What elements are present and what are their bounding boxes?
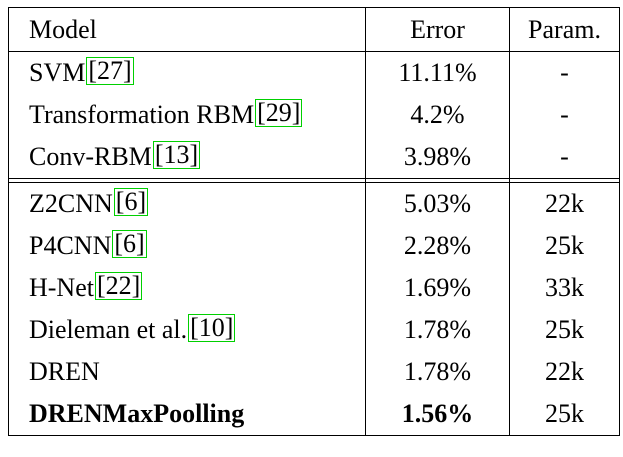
model-name-cell: H-Net [22] bbox=[8, 267, 366, 309]
table-row: H-Net [22] 1.69% 33k bbox=[8, 267, 620, 309]
citation-number: 29 bbox=[265, 98, 292, 127]
citation-link[interactable]: [22] bbox=[94, 271, 143, 300]
citation-number: 10 bbox=[198, 313, 225, 342]
table-row: Transformation RBM [29] 4.2% - bbox=[8, 94, 620, 136]
citation-link[interactable]: [13] bbox=[152, 140, 201, 169]
error-cell: 2.28% bbox=[365, 225, 510, 267]
model-name-cell: Transformation RBM [29] bbox=[8, 94, 366, 136]
param-cell: - bbox=[509, 51, 620, 94]
table-row: Conv-RBM [13] 3.98% - bbox=[8, 136, 620, 179]
param-cell: 25k bbox=[509, 309, 620, 351]
citation-link[interactable]: [27] bbox=[86, 56, 134, 85]
error-cell: 11.11% bbox=[365, 51, 510, 94]
header-param: Param. bbox=[509, 7, 620, 52]
table-row: Dieleman et al. [10] 1.78% 25k bbox=[8, 309, 620, 351]
error-cell: 4.2% bbox=[365, 94, 510, 136]
citation-link[interactable]: [29] bbox=[255, 98, 303, 127]
baseline-models-group: SVM [27] 11.11% - Transformation RBM [29] 4.2%… bbox=[8, 51, 620, 179]
model-name: Transformation RBM bbox=[29, 100, 255, 129]
param-cell: 22k bbox=[509, 182, 620, 225]
model-name: DRENMaxPoolling bbox=[29, 399, 245, 428]
param-cell: 33k bbox=[509, 267, 620, 309]
model-name: Conv-RBM bbox=[29, 142, 152, 171]
model-name: SVM bbox=[29, 58, 86, 87]
param-cell: 25k bbox=[509, 225, 620, 267]
error-cell: 5.03% bbox=[365, 182, 510, 225]
citation-number: 6 bbox=[124, 187, 138, 216]
error-cell: 1.78% bbox=[365, 351, 510, 393]
model-name-cell: DRENMaxPoolling bbox=[8, 393, 366, 436]
citation-link[interactable]: [6] bbox=[112, 229, 147, 258]
results-table: Model Error Param. SVM [27] 11.11% - Transfo… bbox=[8, 7, 620, 436]
model-name-cell: Dieleman et al. [10] bbox=[8, 309, 366, 351]
citation-link[interactable]: [6] bbox=[113, 187, 149, 216]
model-name-cell: SVM [27] bbox=[8, 51, 366, 94]
model-name: P4CNN bbox=[29, 231, 112, 260]
citation-link[interactable]: [10] bbox=[188, 313, 236, 342]
cnn-models-group: Z2CNN [6] 5.03% 22k P4CNN [6] 2.28% 25k H-Net [22… bbox=[8, 182, 620, 436]
param-cell: 25k bbox=[509, 393, 620, 436]
error-cell: 1.78% bbox=[365, 309, 510, 351]
model-name-cell: Z2CNN [6] bbox=[8, 182, 366, 225]
table-row: SVM [27] 11.11% - bbox=[8, 51, 620, 94]
param-cell: - bbox=[509, 94, 620, 136]
error-cell: 3.98% bbox=[365, 136, 510, 179]
table-row: DREN 1.78% 22k bbox=[8, 351, 620, 393]
model-name: H-Net bbox=[29, 273, 94, 302]
header-row: Model Error Param. bbox=[8, 7, 620, 52]
table-row: P4CNN [6] 2.28% 25k bbox=[8, 225, 620, 267]
citation-number: 6 bbox=[123, 229, 137, 258]
error-cell: 1.69% bbox=[365, 267, 510, 309]
results-table-container: Model Error Param. SVM [27] 11.11% - Transfo… bbox=[8, 7, 620, 436]
param-cell: - bbox=[509, 136, 620, 179]
citation-number: 13 bbox=[163, 140, 190, 169]
model-name-cell: DREN bbox=[8, 351, 366, 393]
error-cell: 1.56% bbox=[365, 393, 510, 436]
table-row: Z2CNN [6] 5.03% 22k bbox=[8, 182, 620, 225]
model-name-cell: P4CNN [6] bbox=[8, 225, 366, 267]
citation-number: 22 bbox=[105, 271, 132, 300]
param-cell: 22k bbox=[509, 351, 620, 393]
model-name: DREN bbox=[29, 357, 100, 386]
table-row: DRENMaxPoolling 1.56% 25k bbox=[8, 393, 620, 436]
model-name: Dieleman et al. bbox=[29, 315, 188, 344]
header-error: Error bbox=[365, 7, 510, 52]
model-name: Z2CNN bbox=[29, 189, 113, 218]
header-model: Model bbox=[8, 7, 366, 52]
citation-number: 27 bbox=[97, 56, 124, 85]
model-name-cell: Conv-RBM [13] bbox=[8, 136, 366, 179]
